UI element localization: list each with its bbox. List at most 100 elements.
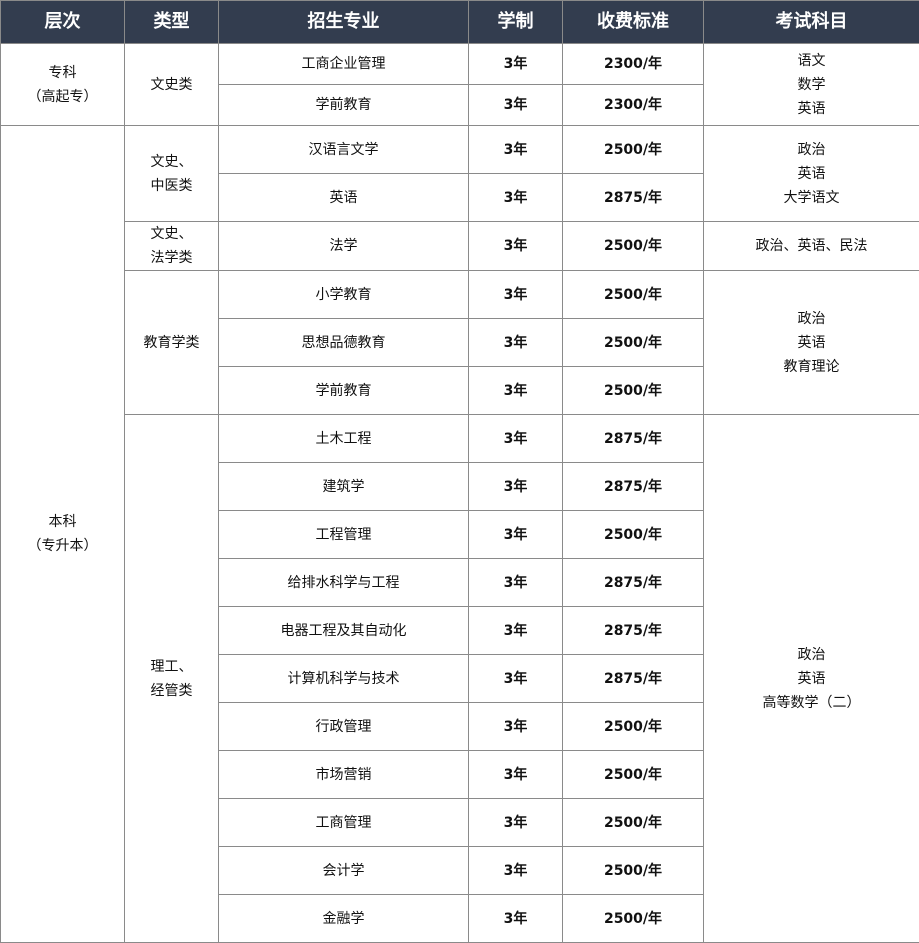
cell-line: 英语 — [704, 667, 919, 691]
years-cell: 3年 — [469, 847, 563, 895]
major-cell: 学前教育 — [219, 367, 469, 415]
cell-line: 英语 — [704, 162, 919, 186]
cell-line: 教育理论 — [704, 355, 919, 379]
header-fee: 收费标准 — [563, 1, 704, 44]
fee-cell: 2875/年 — [563, 655, 704, 703]
fee-cell: 2875/年 — [563, 415, 704, 463]
major-cell: 给排水科学与工程 — [219, 559, 469, 607]
fee-cell: 2500/年 — [563, 895, 704, 943]
level-cell: 本科（专升本） — [1, 126, 125, 943]
fee-cell: 2300/年 — [563, 44, 704, 85]
fee-cell: 2875/年 — [563, 559, 704, 607]
cell-line: 教育学类 — [125, 331, 218, 355]
years-cell: 3年 — [469, 174, 563, 222]
major-cell: 学前教育 — [219, 85, 469, 126]
header-row: 层次 类型 招生专业 学制 收费标准 考试科目 — [1, 1, 919, 44]
cell-line: （专升本） — [1, 534, 124, 558]
fee-cell: 2500/年 — [563, 319, 704, 367]
major-cell: 小学教育 — [219, 271, 469, 319]
type-cell: 理工、经管类 — [125, 415, 219, 943]
major-cell: 行政管理 — [219, 703, 469, 751]
major-cell: 建筑学 — [219, 463, 469, 511]
fee-cell: 2500/年 — [563, 271, 704, 319]
fee-cell: 2875/年 — [563, 463, 704, 511]
fee-cell: 2500/年 — [563, 367, 704, 415]
years-cell: 3年 — [469, 703, 563, 751]
major-cell: 思想品德教育 — [219, 319, 469, 367]
years-cell: 3年 — [469, 367, 563, 415]
fee-cell: 2500/年 — [563, 751, 704, 799]
years-cell: 3年 — [469, 85, 563, 126]
header-years: 学制 — [469, 1, 563, 44]
fee-cell: 2300/年 — [563, 85, 704, 126]
years-cell: 3年 — [469, 607, 563, 655]
cell-line: 专科 — [1, 61, 124, 85]
fee-cell: 2500/年 — [563, 511, 704, 559]
years-cell: 3年 — [469, 44, 563, 85]
years-cell: 3年 — [469, 559, 563, 607]
header-exam: 考试科目 — [704, 1, 919, 44]
cell-line: 英语 — [704, 331, 919, 355]
cell-line: 语文 — [704, 49, 919, 73]
years-cell: 3年 — [469, 271, 563, 319]
type-cell: 文史、法学类 — [125, 222, 219, 271]
cell-line: 理工、 — [125, 655, 218, 679]
exam-cell: 政治英语大学语文 — [704, 126, 919, 222]
cell-line: 经管类 — [125, 679, 218, 703]
cell-line: 文史、 — [125, 150, 218, 174]
major-cell: 会计学 — [219, 847, 469, 895]
fee-cell: 2875/年 — [563, 174, 704, 222]
major-cell: 工商企业管理 — [219, 44, 469, 85]
cell-line: 政治、英语、民法 — [704, 234, 919, 258]
major-cell: 汉语言文学 — [219, 126, 469, 174]
cell-line: 政治 — [704, 138, 919, 162]
major-cell: 土木工程 — [219, 415, 469, 463]
major-cell: 市场营销 — [219, 751, 469, 799]
years-cell: 3年 — [469, 415, 563, 463]
years-cell: 3年 — [469, 895, 563, 943]
header-level: 层次 — [1, 1, 125, 44]
cell-line: 文史、 — [125, 222, 218, 246]
fee-cell: 2500/年 — [563, 222, 704, 271]
years-cell: 3年 — [469, 222, 563, 271]
cell-line: 文史类 — [125, 73, 218, 97]
major-cell: 工程管理 — [219, 511, 469, 559]
major-cell: 工商管理 — [219, 799, 469, 847]
major-cell: 英语 — [219, 174, 469, 222]
type-cell: 教育学类 — [125, 271, 219, 415]
cell-line: 政治 — [704, 643, 919, 667]
cell-line: 数学 — [704, 73, 919, 97]
fee-cell: 2500/年 — [563, 703, 704, 751]
major-cell: 计算机科学与技术 — [219, 655, 469, 703]
years-cell: 3年 — [469, 511, 563, 559]
years-cell: 3年 — [469, 126, 563, 174]
fee-cell: 2875/年 — [563, 607, 704, 655]
years-cell: 3年 — [469, 799, 563, 847]
years-cell: 3年 — [469, 655, 563, 703]
cell-line: 大学语文 — [704, 186, 919, 210]
header-type: 类型 — [125, 1, 219, 44]
major-cell: 电器工程及其自动化 — [219, 607, 469, 655]
level-cell: 专科（高起专） — [1, 44, 125, 126]
years-cell: 3年 — [469, 463, 563, 511]
years-cell: 3年 — [469, 751, 563, 799]
major-cell: 金融学 — [219, 895, 469, 943]
exam-cell: 政治、英语、民法 — [704, 222, 919, 271]
exam-cell: 政治英语高等数学（二） — [704, 415, 919, 943]
exam-cell: 政治英语教育理论 — [704, 271, 919, 415]
cell-line: 高等数学（二） — [704, 691, 919, 715]
cell-line: 法学类 — [125, 246, 218, 270]
cell-line: 本科 — [1, 510, 124, 534]
fee-cell: 2500/年 — [563, 799, 704, 847]
fee-cell: 2500/年 — [563, 847, 704, 895]
cell-line: 政治 — [704, 307, 919, 331]
header-major: 招生专业 — [219, 1, 469, 44]
major-cell: 法学 — [219, 222, 469, 271]
cell-line: 英语 — [704, 97, 919, 121]
